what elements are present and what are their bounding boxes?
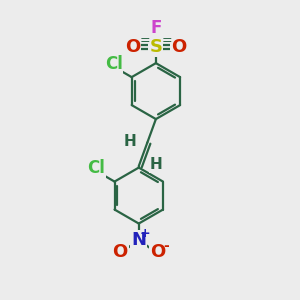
Text: -: - bbox=[163, 238, 169, 253]
Text: H: H bbox=[124, 134, 137, 148]
Text: O: O bbox=[112, 243, 128, 261]
Text: F: F bbox=[150, 19, 162, 37]
Text: Cl: Cl bbox=[105, 55, 123, 73]
Text: +: + bbox=[140, 227, 151, 240]
Text: O: O bbox=[125, 38, 140, 56]
Text: O: O bbox=[171, 38, 187, 56]
Text: =: = bbox=[140, 34, 150, 47]
Text: Cl: Cl bbox=[88, 160, 105, 178]
Text: H: H bbox=[149, 157, 162, 172]
Text: S: S bbox=[149, 38, 162, 56]
Text: O: O bbox=[150, 243, 165, 261]
Text: =: = bbox=[162, 34, 172, 47]
Text: N: N bbox=[131, 231, 146, 249]
